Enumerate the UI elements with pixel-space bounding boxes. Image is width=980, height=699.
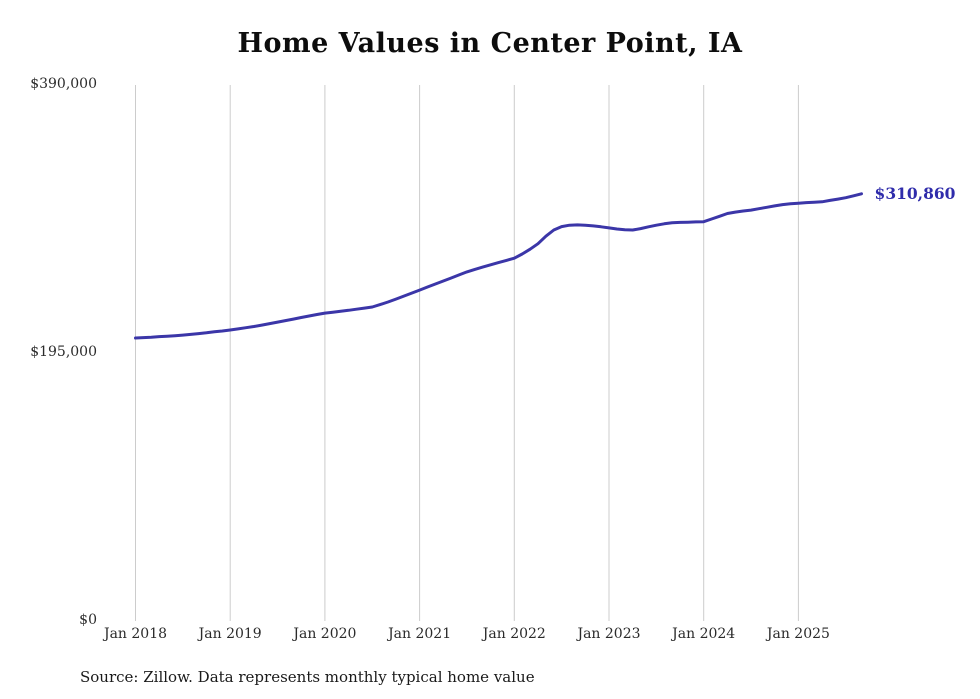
y-axis-tick: $390,000 [30, 76, 97, 92]
x-axis-tick: Jan 2025 [766, 626, 830, 642]
source-note: Source: Zillow. Data represents monthly … [80, 668, 535, 686]
x-axis-tick: Jan 2022 [482, 626, 546, 642]
x-axis: Jan 2018 Jan 2019 Jan 2020 Jan 2021 Jan 2022… [0, 626, 980, 646]
x-axis-tick: Jan 2020 [293, 626, 357, 642]
x-axis-tick: Jan 2024 [672, 626, 736, 642]
value-line [134, 192, 863, 340]
x-axis-tick: Jan 2019 [198, 626, 262, 642]
x-axis-tick: Jan 2023 [577, 626, 641, 642]
y-axis: $390,000 $195,000 $0 [0, 0, 100, 699]
y-axis-tick: $195,000 [30, 344, 97, 360]
x-axis-tick: Jan 2018 [103, 626, 168, 642]
y-axis-tick: $0 [79, 612, 97, 628]
chart-title: Home Values in Center Point, IA [237, 28, 743, 59]
latest-value-label: $310,860 [874, 183, 956, 203]
x-axis-tick: Jan 2021 [388, 626, 452, 642]
